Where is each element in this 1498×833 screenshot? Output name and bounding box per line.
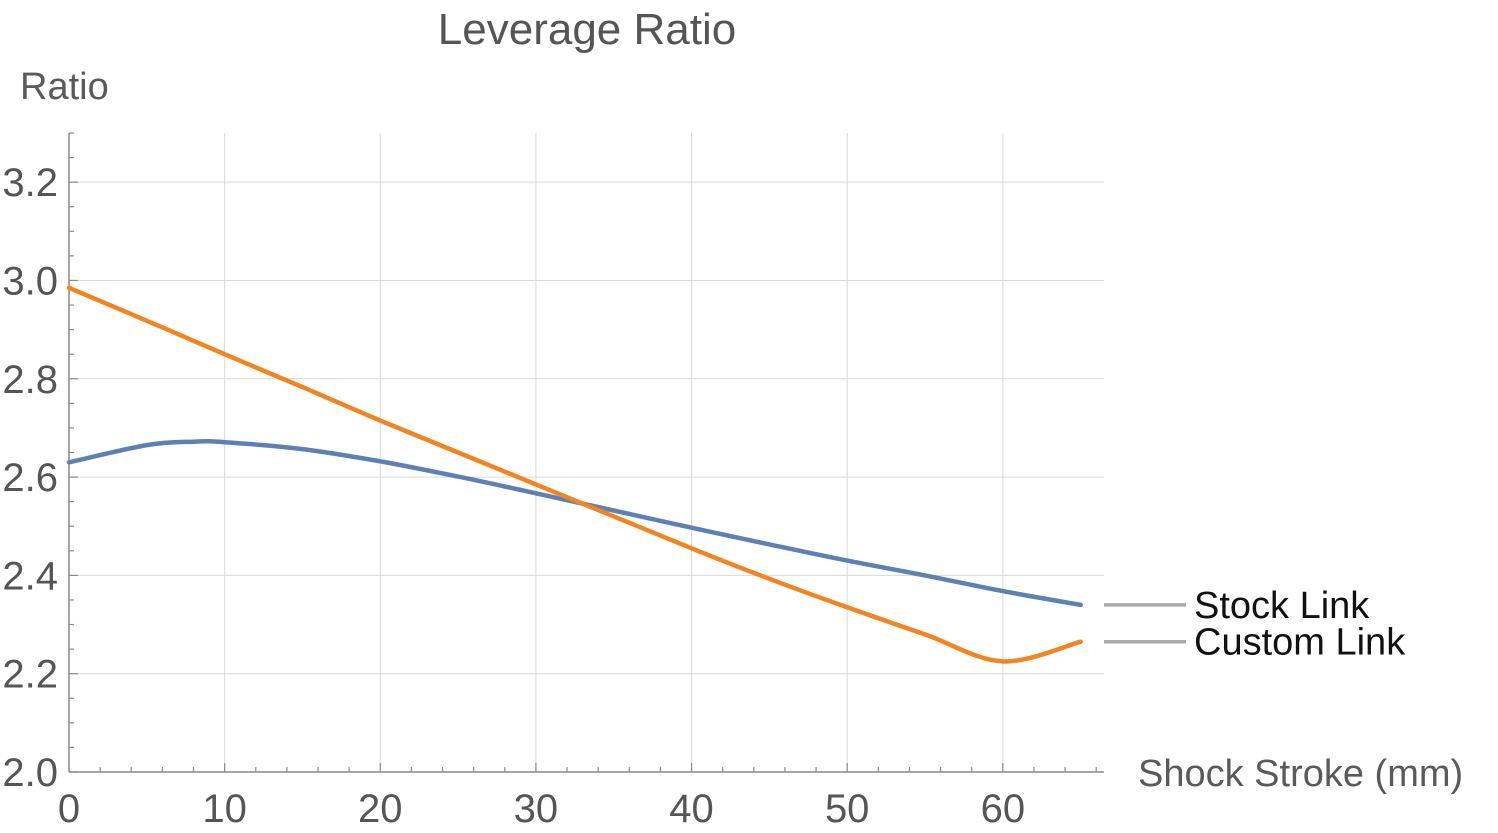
stock-link-legend-label: Stock Link	[1194, 585, 1370, 627]
grid-lines	[69, 133, 1104, 772]
x-axis-label: Shock Stroke (mm)	[1138, 753, 1463, 795]
x-tick-label-30: 30	[514, 787, 559, 831]
y-tick-label-3.2: 3.2	[2, 161, 58, 205]
y-tick-label-2.6: 2.6	[2, 456, 58, 500]
y-tick-label-2.8: 2.8	[2, 358, 58, 402]
x-tick-label-0: 0	[58, 787, 80, 831]
x-tick-label-10: 10	[202, 787, 247, 831]
y-tick-label-2.2: 2.2	[2, 653, 58, 697]
y-tick-label-2.0: 2.0	[2, 751, 58, 795]
stock-link-line	[66, 439, 1083, 608]
x-tick-label-40: 40	[669, 787, 714, 831]
y-tick-label-3.0: 3.0	[2, 259, 58, 303]
axes	[68, 132, 1104, 773]
y-axis-label: Ratio	[20, 66, 109, 108]
custom-link-legend-label: Custom Link	[1194, 622, 1406, 664]
x-tick-label-20: 20	[358, 787, 403, 831]
x-tick-label-60: 60	[981, 787, 1026, 831]
y-tick-label-2.4: 2.4	[2, 554, 58, 598]
data-series	[66, 285, 1083, 664]
x-tick-label-50: 50	[825, 787, 870, 831]
custom-link-line	[66, 285, 1083, 664]
chart-title: Leverage Ratio	[438, 5, 736, 54]
tick-labels: 0 10 20 30 40 50 60 2.0 2.2 2.4 2.6 2.8 3.0 3.2	[2, 161, 1025, 831]
